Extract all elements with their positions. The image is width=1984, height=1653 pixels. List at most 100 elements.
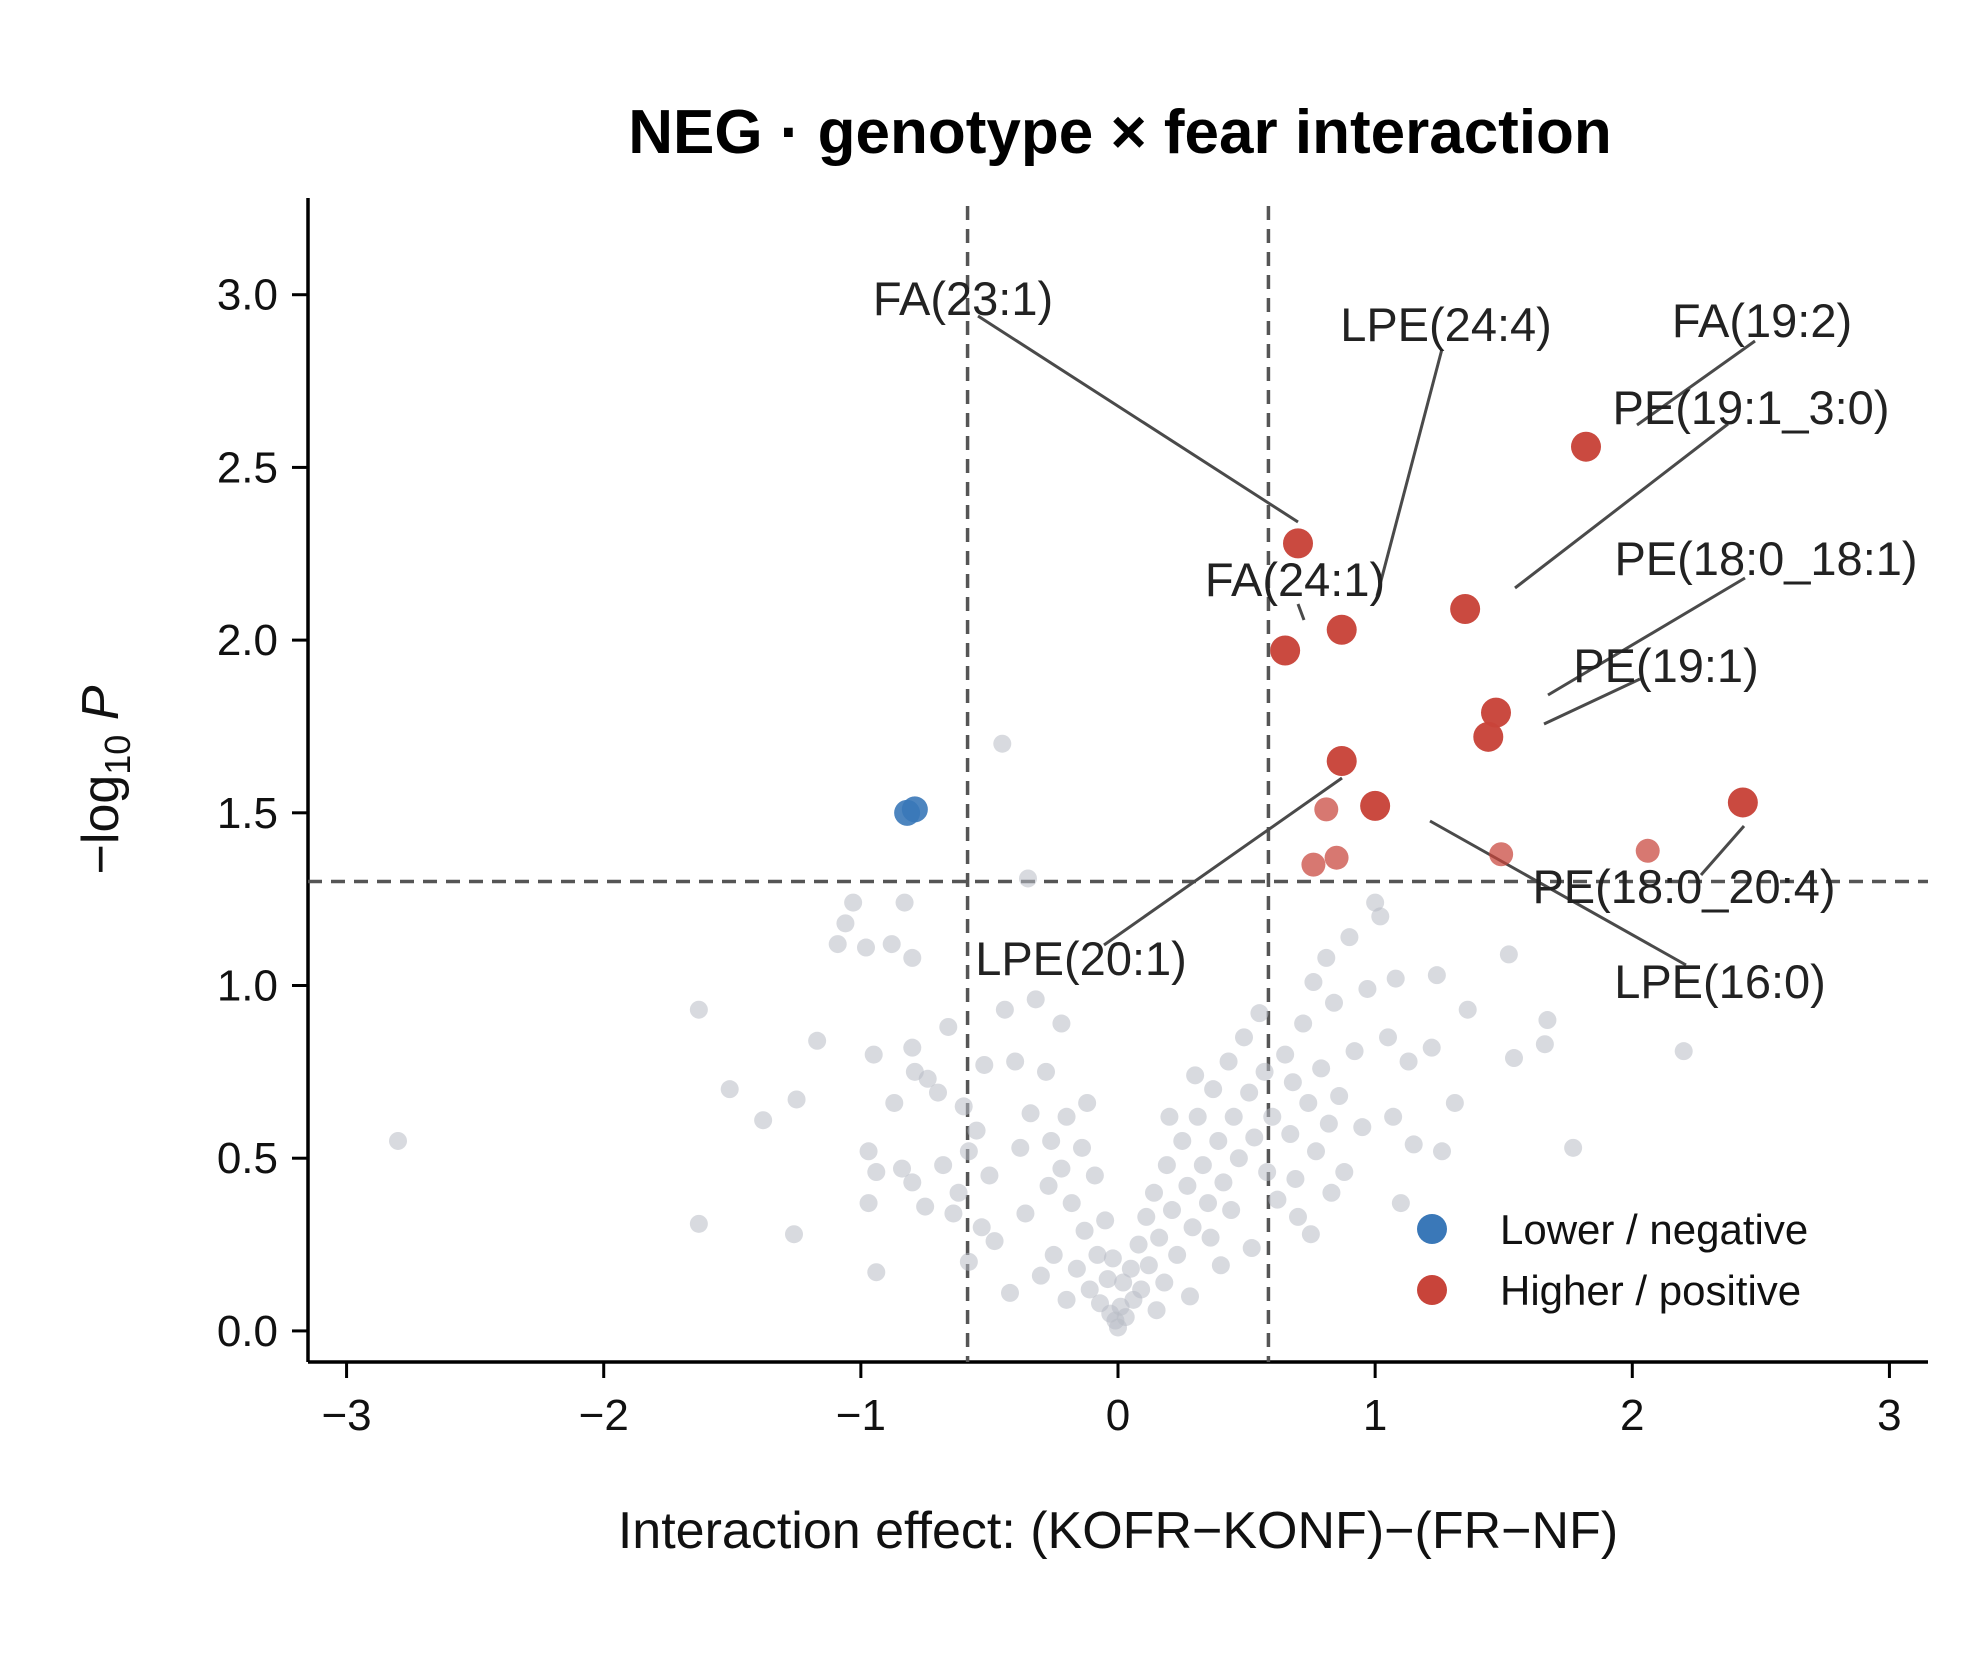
lower-point (901, 796, 928, 823)
nonsignificant-point (787, 1090, 806, 1109)
nonsignificant-point (885, 1093, 904, 1112)
nonsignificant-point (859, 1194, 878, 1213)
higher-point (1635, 838, 1660, 863)
threshold-lines (308, 206, 1928, 1362)
nonsignificant-point (1458, 1000, 1477, 1019)
nonsignificant-point (1289, 1207, 1307, 1226)
higher-point (1489, 842, 1514, 867)
nonsignificant-point (1121, 1259, 1140, 1278)
x-tick-label: 1 (1363, 1391, 1387, 1440)
higher-point (1727, 787, 1758, 818)
nonsignificant-point (1188, 1107, 1207, 1126)
annotation-leader-line (1547, 576, 1746, 697)
legend-label: Lower / negative (1500, 1206, 1808, 1253)
nonsignificant-point (1052, 1014, 1071, 1033)
nonsignificant-point (1073, 1138, 1091, 1157)
axes (306, 198, 1928, 1364)
annotation-leader-line (1103, 776, 1343, 947)
nonsignificant-point (1199, 1194, 1217, 1213)
x-tick-label: −3 (321, 1391, 371, 1440)
y-tick-label: 1.0 (217, 962, 278, 1011)
nonsignificant-point (836, 914, 855, 933)
annotation-label: FA(24:1) (1205, 553, 1385, 606)
y-tick-label: 3.0 (217, 271, 278, 320)
higher-point (1283, 528, 1313, 559)
nonsignificant-point (1433, 1142, 1451, 1161)
annotation-leader-lines (977, 314, 1756, 967)
nonsignificant-point (1505, 1049, 1523, 1068)
nonsignificant-point (1145, 1183, 1163, 1202)
higher-point (1324, 845, 1349, 870)
nonsignificant-point (1183, 1218, 1202, 1237)
nonsignificant-point (828, 935, 847, 954)
nonsignificant-point (1250, 1004, 1269, 1023)
nonsignificant-point (389, 1131, 407, 1150)
nonsignificant-point (1538, 1011, 1557, 1030)
higher-point (1360, 790, 1391, 821)
higher-point (1481, 697, 1511, 728)
nonsignificant-point (1240, 1083, 1259, 1102)
y-ticks: 0.0 0.5 1.0 1.5 2.0 2.5 3.0 (217, 271, 308, 1356)
nonsignificant-points (389, 734, 1693, 1337)
nonsignificant-point (1031, 1266, 1050, 1285)
nonsignificant-point (893, 1159, 911, 1178)
nonsignificant-point (754, 1111, 773, 1130)
nonsignificant-point (1129, 1235, 1148, 1254)
nonsignificant-point (949, 1183, 968, 1202)
nonsignificant-point (959, 1142, 978, 1161)
nonsignificant-point (995, 1000, 1014, 1019)
nonsignificant-point (1399, 1052, 1418, 1071)
nonsignificant-point (1304, 973, 1323, 992)
y-tick-label: 1.5 (217, 789, 278, 838)
chart-title: NEG · genotype × fear interaction (628, 98, 1612, 167)
nonsignificant-point (1312, 1059, 1331, 1078)
nonsignificant-point (1317, 948, 1336, 967)
significant-points (894, 431, 1758, 877)
nonsignificant-point (1181, 1287, 1199, 1306)
nonsignificant-point (1345, 1042, 1364, 1061)
nonsignificant-point (689, 1000, 708, 1019)
nonsignificant-point (1242, 1239, 1261, 1258)
nonsignificant-point (882, 935, 901, 954)
nonsignificant-point (785, 1225, 803, 1244)
nonsignificant-point (1078, 1093, 1097, 1112)
nonsignificant-point (1335, 1163, 1354, 1182)
nonsignificant-point (1019, 869, 1037, 888)
x-tick-label: −2 (579, 1391, 629, 1440)
y-axis-label-text: −log10 P (72, 685, 138, 874)
nonsignificant-point (867, 1263, 886, 1282)
annotation-leader-line (977, 314, 1299, 524)
nonsignificant-point (980, 1166, 999, 1185)
annotation-label: FA(19:2) (1672, 294, 1852, 347)
y-tick-label: 0.5 (217, 1134, 278, 1183)
nonsignificant-point (967, 1121, 986, 1140)
nonsignificant-point (1114, 1273, 1133, 1292)
nonsignificant-point (844, 893, 863, 912)
nonsignificant-point (1204, 1080, 1223, 1099)
nonsignificant-point (1219, 1052, 1238, 1071)
x-tick-label: −1 (836, 1391, 886, 1440)
nonsignificant-point (1037, 1062, 1055, 1081)
higher-point (1314, 797, 1339, 822)
higher-point (1571, 431, 1601, 462)
nonsignificant-point (1422, 1038, 1441, 1057)
annotation-label: PE(18:0_20:4) (1532, 860, 1835, 913)
nonsignificant-point (1379, 1028, 1397, 1047)
higher-point (1270, 635, 1301, 666)
nonsignificant-point (1307, 1142, 1325, 1161)
nonsignificant-point (1139, 1256, 1158, 1275)
nonsignificant-point (1674, 1042, 1693, 1061)
nonsignificant-point (944, 1204, 963, 1223)
nonsignificant-point (864, 1045, 883, 1064)
nonsignificant-point (1263, 1107, 1282, 1126)
nonsignificant-point (1214, 1173, 1233, 1192)
nonsignificant-point (1535, 1035, 1554, 1054)
annotation-leader-line (1543, 677, 1641, 726)
nonsignificant-point (1098, 1270, 1117, 1289)
nonsignificant-point (1371, 907, 1390, 926)
nonsignificant-point (1163, 1201, 1181, 1220)
nonsignificant-point (1245, 1128, 1264, 1147)
nonsignificant-point (1178, 1176, 1197, 1195)
annotation-leader-line (1375, 348, 1444, 597)
